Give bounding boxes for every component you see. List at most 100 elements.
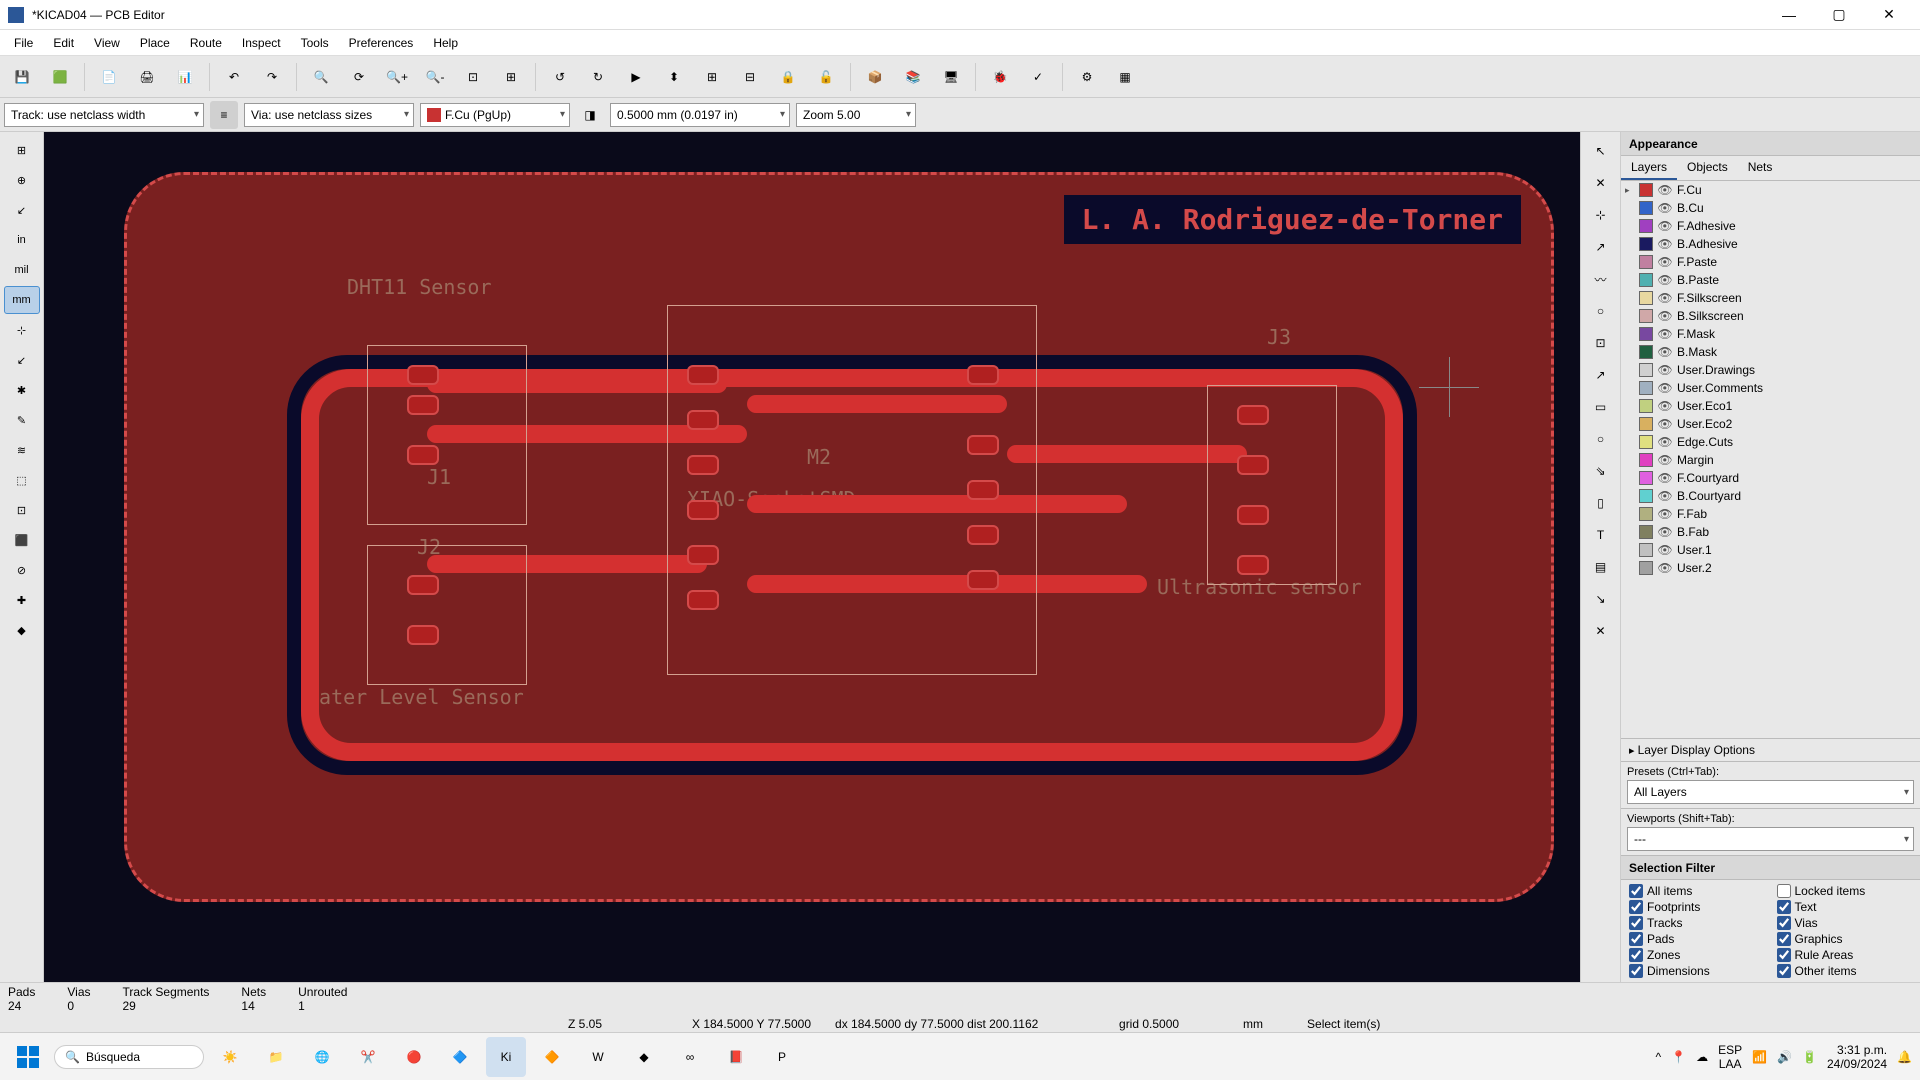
save-button[interactable]: 💾 bbox=[4, 59, 40, 95]
left-tool-16[interactable]: ◆ bbox=[4, 616, 40, 644]
right-tool-6[interactable]: ⊡ bbox=[1585, 328, 1617, 358]
filter-rule-areas[interactable]: Rule Areas bbox=[1777, 948, 1913, 962]
redo-button[interactable]: ↷ bbox=[254, 59, 290, 95]
grid-dropdown[interactable]: 0.5000 mm (0.0197 in) bbox=[610, 103, 790, 127]
left-tool-13[interactable]: ⬛ bbox=[4, 526, 40, 554]
layer-row-f-mask[interactable]: 👁F.Mask bbox=[1621, 325, 1920, 343]
3d-viewer-button[interactable]: 🖥 bbox=[933, 59, 969, 95]
right-tool-13[interactable]: ▤ bbox=[1585, 552, 1617, 582]
plugins-button[interactable]: ▦ bbox=[1107, 59, 1143, 95]
menu-view[interactable]: View bbox=[84, 32, 130, 54]
layer-row-f-paste[interactable]: 👁F.Paste bbox=[1621, 253, 1920, 271]
language-indicator[interactable]: ESPLAA bbox=[1718, 1043, 1742, 1071]
weather-icon[interactable]: ☀️ bbox=[210, 1037, 250, 1077]
left-tool-10[interactable]: ≋ bbox=[4, 436, 40, 464]
scripting-button[interactable]: ⚙ bbox=[1069, 59, 1105, 95]
layer-row-b-paste[interactable]: 👁B.Paste bbox=[1621, 271, 1920, 289]
app1-icon[interactable]: 🔴 bbox=[394, 1037, 434, 1077]
refresh-button[interactable]: ⟳ bbox=[341, 59, 377, 95]
track-auto-button[interactable]: ≡ bbox=[210, 101, 238, 129]
left-tool-0[interactable]: ⊞ bbox=[4, 136, 40, 164]
presets-dropdown[interactable]: All Layers bbox=[1627, 780, 1914, 804]
layer-row-b-courtyard[interactable]: 👁B.Courtyard bbox=[1621, 487, 1920, 505]
filter-tracks[interactable]: Tracks bbox=[1629, 916, 1765, 930]
layer-row-b-silkscreen[interactable]: 👁B.Silkscreen bbox=[1621, 307, 1920, 325]
menu-help[interactable]: Help bbox=[423, 32, 468, 54]
vscode-icon[interactable]: 🔷 bbox=[440, 1037, 480, 1077]
menu-edit[interactable]: Edit bbox=[43, 32, 84, 54]
layer-row-b-adhesive[interactable]: 👁B.Adhesive bbox=[1621, 235, 1920, 253]
right-tool-15[interactable]: ✕ bbox=[1585, 616, 1617, 646]
filter-all-items[interactable]: All items bbox=[1629, 884, 1765, 898]
left-tool-7[interactable]: ↙ bbox=[4, 346, 40, 374]
pdf-icon[interactable]: 📕 bbox=[716, 1037, 756, 1077]
zoom-fit-button[interactable]: ⊡ bbox=[455, 59, 491, 95]
board-setup-button[interactable]: 🟩 bbox=[42, 59, 78, 95]
lock-button[interactable]: 🔒 bbox=[770, 59, 806, 95]
mirror-v-button[interactable]: ⬍ bbox=[656, 59, 692, 95]
filter-footprints[interactable]: Footprints bbox=[1629, 900, 1765, 914]
right-tool-8[interactable]: ▭ bbox=[1585, 392, 1617, 422]
page-settings-button[interactable]: 📄 bbox=[91, 59, 127, 95]
left-tool-8[interactable]: ✱ bbox=[4, 376, 40, 404]
layer-row-user-eco2[interactable]: 👁User.Eco2 bbox=[1621, 415, 1920, 433]
kicad-icon[interactable]: Ki bbox=[486, 1037, 526, 1077]
right-tool-14[interactable]: ↘ bbox=[1585, 584, 1617, 614]
drc-button[interactable]: 🐞 bbox=[982, 59, 1018, 95]
menu-inspect[interactable]: Inspect bbox=[232, 32, 291, 54]
library-button[interactable]: 📚 bbox=[895, 59, 931, 95]
zoom-in-button[interactable]: 🔍+ bbox=[379, 59, 415, 95]
arduino-icon[interactable]: ∞ bbox=[670, 1037, 710, 1077]
footprint-editor-button[interactable]: 📦 bbox=[857, 59, 893, 95]
right-tool-7[interactable]: ↗ bbox=[1585, 360, 1617, 390]
layers-list[interactable]: ▸👁F.Cu👁B.Cu👁F.Adhesive👁B.Adhesive👁F.Past… bbox=[1621, 181, 1920, 738]
right-tool-1[interactable]: ✕ bbox=[1585, 168, 1617, 198]
tray-location-icon[interactable]: 📍 bbox=[1671, 1050, 1686, 1064]
left-tool-4[interactable]: mil bbox=[4, 256, 40, 284]
wifi-icon[interactable]: 📶 bbox=[1752, 1050, 1767, 1064]
tray-onedrive-icon[interactable]: ☁ bbox=[1696, 1050, 1708, 1064]
track-width-dropdown[interactable]: Track: use netclass width bbox=[4, 103, 204, 127]
erc-button[interactable]: ✓ bbox=[1020, 59, 1056, 95]
layer-dropdown[interactable]: F.Cu (PgUp) bbox=[420, 103, 570, 127]
layer-row-b-mask[interactable]: 👁B.Mask bbox=[1621, 343, 1920, 361]
filter-pads[interactable]: Pads bbox=[1629, 932, 1765, 946]
right-tool-12[interactable]: T bbox=[1585, 520, 1617, 550]
unlock-button[interactable]: 🔓 bbox=[808, 59, 844, 95]
chrome-icon[interactable]: 🌐 bbox=[302, 1037, 342, 1077]
right-tool-5[interactable]: ○ bbox=[1585, 296, 1617, 326]
layer-row-f-silkscreen[interactable]: 👁F.Silkscreen bbox=[1621, 289, 1920, 307]
layer-row-edge-cuts[interactable]: 👁Edge.Cuts bbox=[1621, 433, 1920, 451]
clock[interactable]: 3:31 p.m.24/09/2024 bbox=[1827, 1043, 1887, 1071]
right-tool-9[interactable]: ○ bbox=[1585, 424, 1617, 454]
zoom-out-button[interactable]: 🔍- bbox=[417, 59, 453, 95]
print-button[interactable]: 🖨 bbox=[129, 59, 165, 95]
layer-display-options[interactable]: ▸ Layer Display Options bbox=[1621, 738, 1920, 761]
minimize-button[interactable]: — bbox=[1766, 1, 1812, 29]
notifications-icon[interactable]: 🔔 bbox=[1897, 1050, 1912, 1064]
tab-objects[interactable]: Objects bbox=[1677, 156, 1738, 180]
rotate-cw-button[interactable]: ↻ bbox=[580, 59, 616, 95]
layer-row-b-fab[interactable]: 👁B.Fab bbox=[1621, 523, 1920, 541]
layer-row-f-adhesive[interactable]: 👁F.Adhesive bbox=[1621, 217, 1920, 235]
plot-button[interactable]: 📊 bbox=[167, 59, 203, 95]
menu-preferences[interactable]: Preferences bbox=[339, 32, 424, 54]
taskbar-search[interactable]: 🔍 Búsqueda bbox=[54, 1045, 204, 1069]
layer-row-user-1[interactable]: 👁User.1 bbox=[1621, 541, 1920, 559]
filter-zones[interactable]: Zones bbox=[1629, 948, 1765, 962]
pcb-canvas[interactable]: L. A. Rodriguez-de-Torner DHT11 SensorJ1… bbox=[44, 132, 1580, 982]
tab-nets[interactable]: Nets bbox=[1738, 156, 1783, 180]
volume-icon[interactable]: 🔊 bbox=[1777, 1050, 1792, 1064]
left-tool-14[interactable]: ⊘ bbox=[4, 556, 40, 584]
tab-layers[interactable]: Layers bbox=[1621, 156, 1677, 180]
find-button[interactable]: 🔍 bbox=[303, 59, 339, 95]
filter-text[interactable]: Text bbox=[1777, 900, 1913, 914]
undo-button[interactable]: ↶ bbox=[216, 59, 252, 95]
zoom-select-button[interactable]: ⊞ bbox=[493, 59, 529, 95]
viewports-dropdown[interactable]: --- bbox=[1627, 827, 1914, 851]
right-tool-3[interactable]: ↗ bbox=[1585, 232, 1617, 262]
snip-icon[interactable]: ✂️ bbox=[348, 1037, 388, 1077]
tray-up-icon[interactable]: ^ bbox=[1656, 1050, 1662, 1064]
layer-row-f-cu[interactable]: ▸👁F.Cu bbox=[1621, 181, 1920, 199]
left-tool-6[interactable]: ⊹ bbox=[4, 316, 40, 344]
